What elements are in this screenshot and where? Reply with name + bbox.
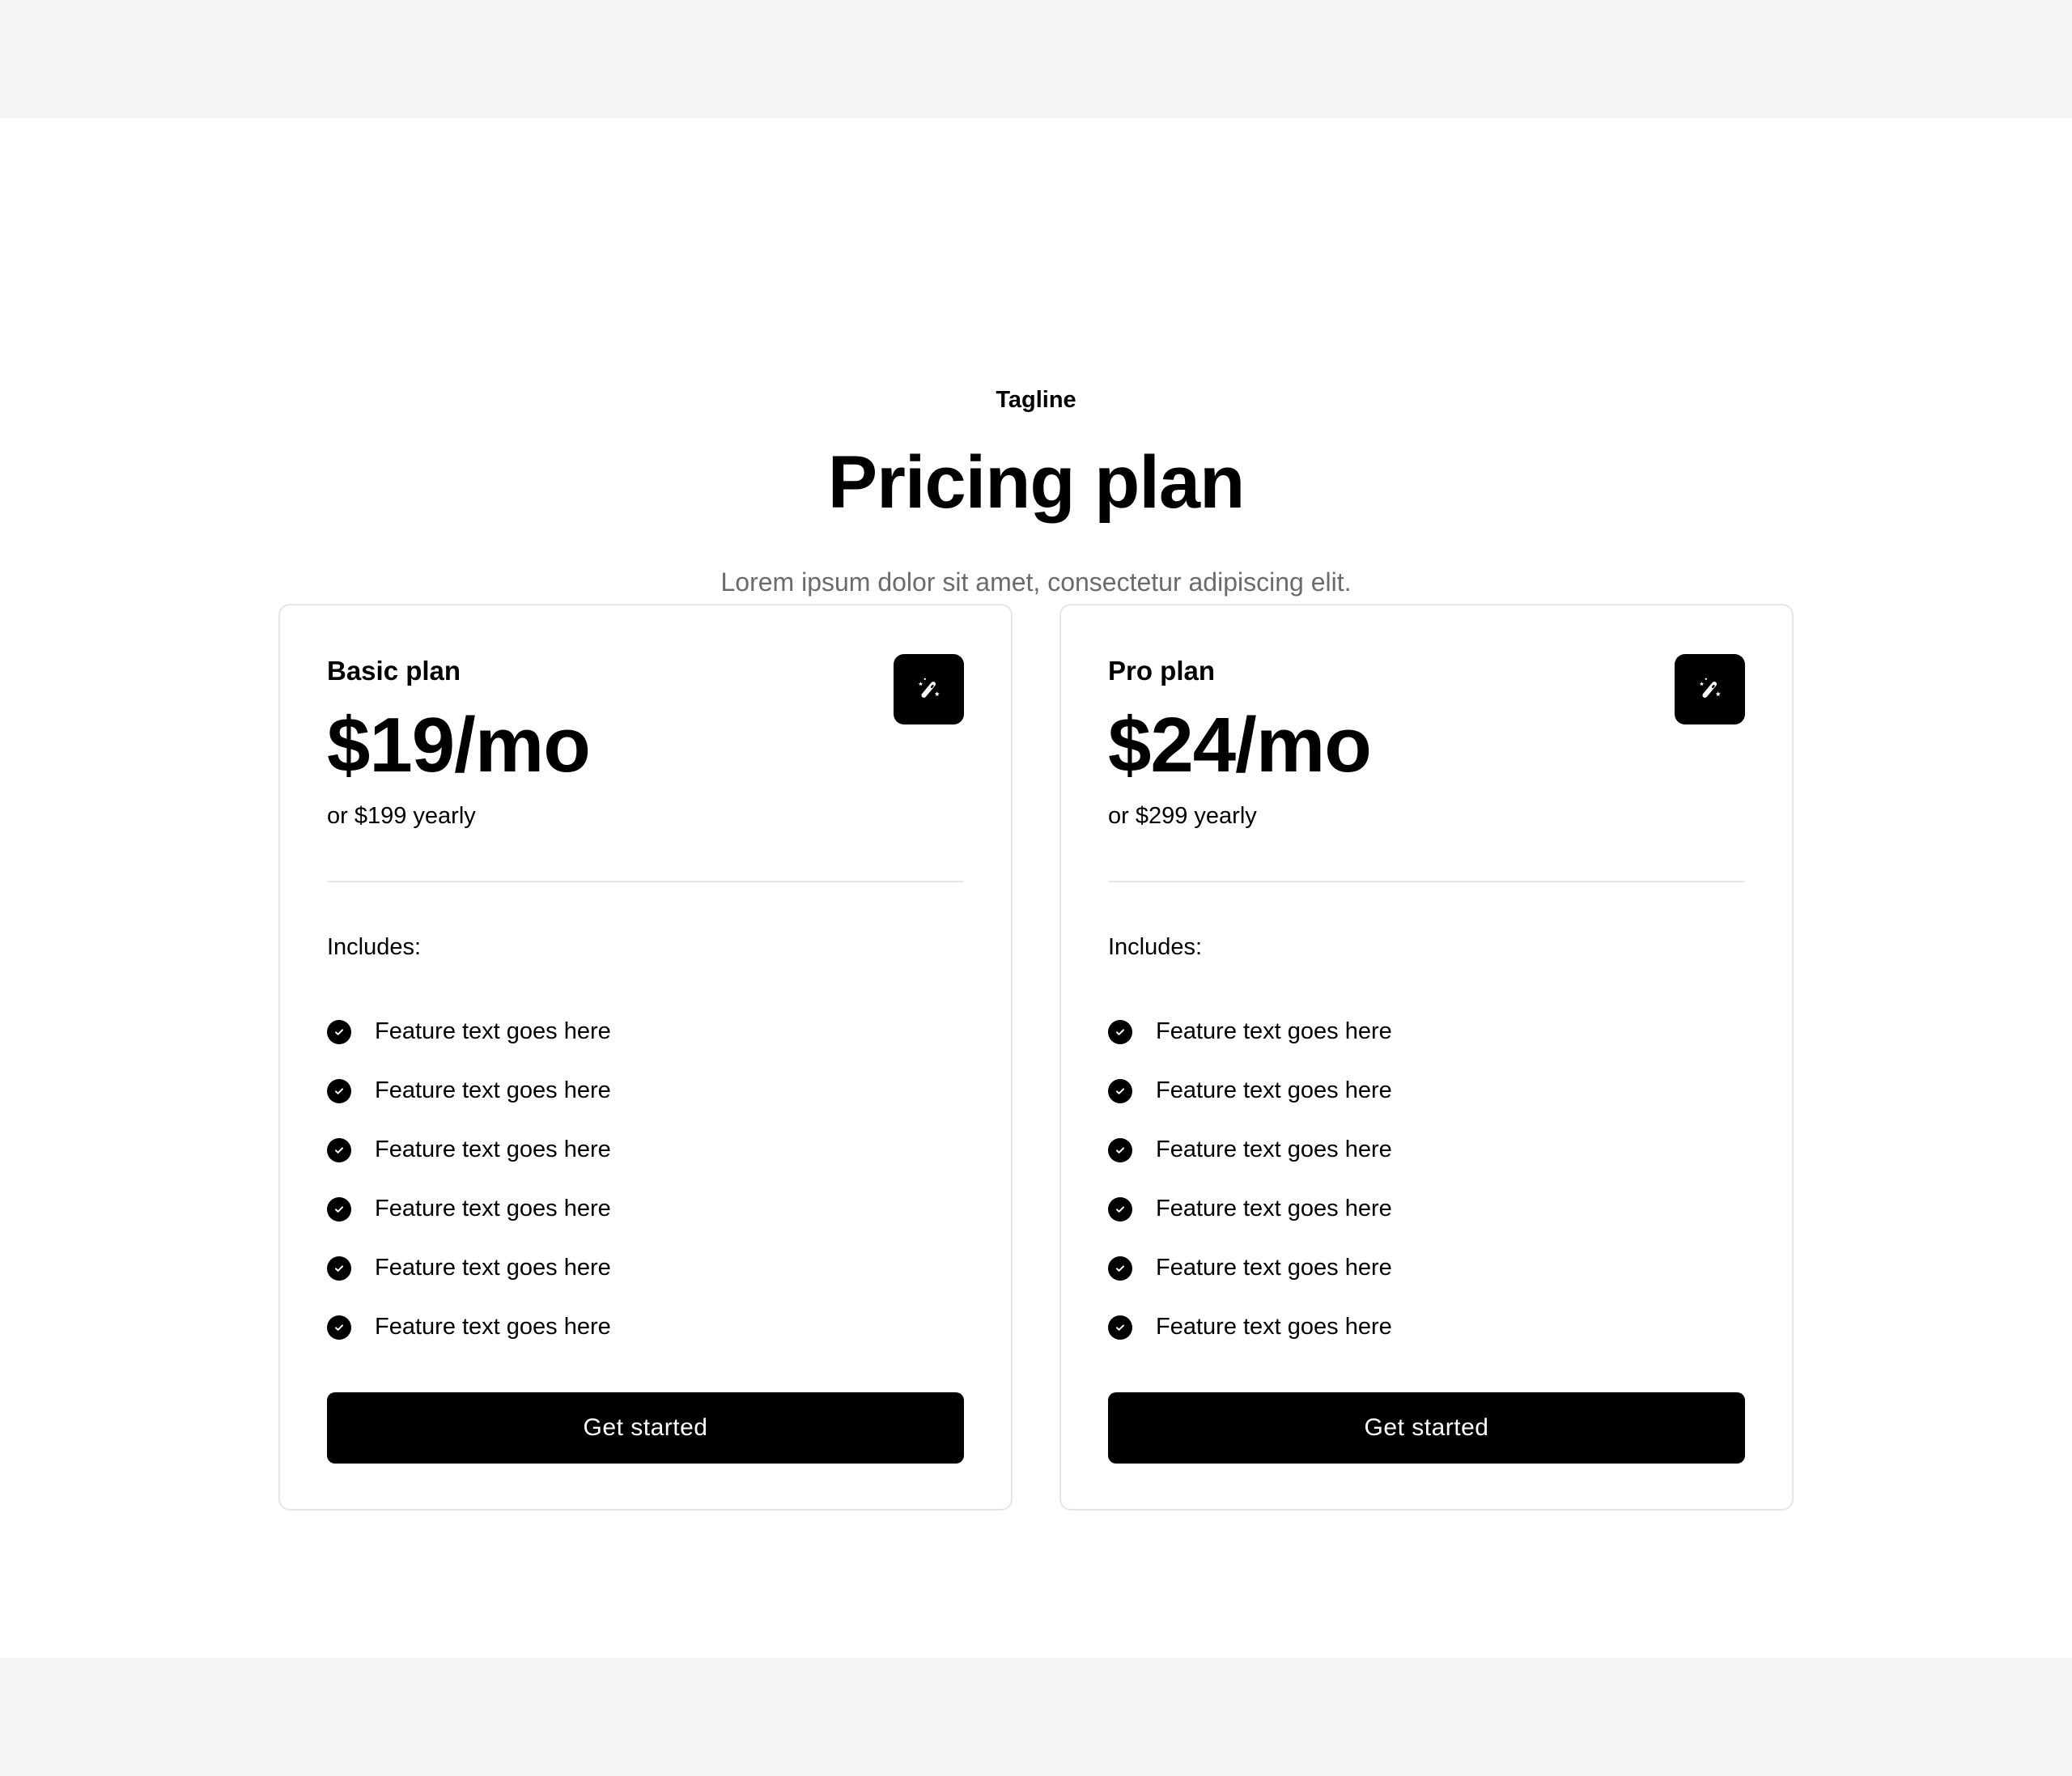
pricing-card-0: Basic plan $19/mo or $199 yearly Include… <box>278 604 1013 1510</box>
feature-text: Feature text goes here <box>375 1196 611 1222</box>
check-circle-icon <box>327 1256 351 1281</box>
page-subtitle: Lorem ipsum dolor sit amet, consectetur … <box>720 567 1352 597</box>
check-circle-icon <box>1108 1137 1132 1162</box>
feature-text: Feature text goes here <box>1156 1255 1392 1281</box>
feature-item: Feature text goes here <box>327 1120 611 1179</box>
check-circle-icon <box>327 1315 351 1340</box>
plan-yearly-price: or $299 yearly <box>1108 803 1257 829</box>
check-circle-icon <box>327 1196 351 1222</box>
feature-text: Feature text goes here <box>1156 1137 1392 1162</box>
check-circle-icon <box>327 1019 351 1044</box>
tagline: Tagline <box>996 387 1076 413</box>
feature-text: Feature text goes here <box>375 1255 611 1281</box>
feature-list: Feature text goes here Feature text goes … <box>327 1002 611 1357</box>
check-circle-icon <box>1108 1256 1132 1281</box>
check-circle-icon <box>327 1137 351 1162</box>
divider <box>1108 881 1745 882</box>
magic-wand-icon <box>1675 654 1745 724</box>
includes-label: Includes: <box>1108 934 1203 960</box>
feature-item: Feature text goes here <box>327 1061 611 1120</box>
feature-text: Feature text goes here <box>375 1018 611 1044</box>
feature-item: Feature text goes here <box>1108 1179 1392 1239</box>
feature-item: Feature text goes here <box>1108 1061 1392 1120</box>
feature-item: Feature text goes here <box>327 1002 611 1061</box>
plan-name: Pro plan <box>1108 656 1216 686</box>
feature-text: Feature text goes here <box>1156 1077 1392 1103</box>
plan-price: $24/mo <box>1108 702 1372 788</box>
check-circle-icon <box>1108 1315 1132 1340</box>
feature-item: Feature text goes here <box>1108 1002 1392 1061</box>
get-started-button[interactable]: Get started <box>1108 1392 1745 1464</box>
page-title: Pricing plan <box>827 441 1246 524</box>
check-circle-icon <box>1108 1078 1132 1103</box>
check-circle-icon <box>1108 1019 1132 1044</box>
feature-item: Feature text goes here <box>327 1179 611 1239</box>
get-started-button[interactable]: Get started <box>327 1392 964 1464</box>
feature-text: Feature text goes here <box>375 1077 611 1103</box>
feature-text: Feature text goes here <box>375 1137 611 1162</box>
feature-item: Feature text goes here <box>327 1239 611 1298</box>
divider <box>327 881 964 882</box>
feature-text: Feature text goes here <box>1156 1018 1392 1044</box>
pricing-card-1: Pro plan $24/mo or $299 yearly Includes:… <box>1059 604 1794 1510</box>
plan-yearly-price: or $199 yearly <box>327 803 476 829</box>
feature-list: Feature text goes here Feature text goes … <box>1108 1002 1392 1357</box>
feature-text: Feature text goes here <box>1156 1196 1392 1222</box>
feature-item: Feature text goes here <box>327 1298 611 1357</box>
feature-item: Feature text goes here <box>1108 1298 1392 1357</box>
feature-item: Feature text goes here <box>1108 1239 1392 1298</box>
feature-item: Feature text goes here <box>1108 1120 1392 1179</box>
feature-text: Feature text goes here <box>1156 1314 1392 1340</box>
plan-price: $19/mo <box>327 702 591 788</box>
check-circle-icon <box>1108 1196 1132 1222</box>
feature-text: Feature text goes here <box>375 1314 611 1340</box>
plan-name: Basic plan <box>327 656 461 686</box>
check-circle-icon <box>327 1078 351 1103</box>
magic-wand-icon <box>894 654 964 724</box>
includes-label: Includes: <box>327 934 422 960</box>
